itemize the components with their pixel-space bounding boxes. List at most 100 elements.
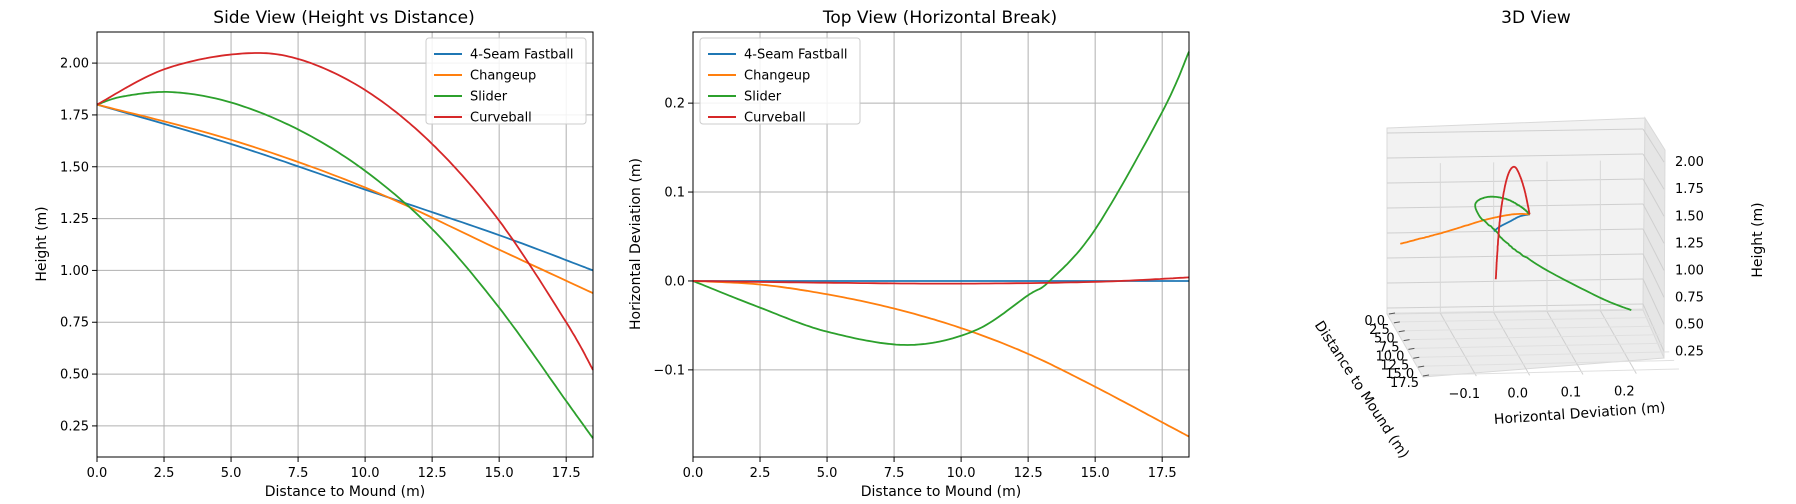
3d-series-line-4-seam-fastball bbox=[1493, 213, 1530, 233]
y-tick-label: 5.0 bbox=[1374, 332, 1395, 347]
z-tick-label: 1.00 bbox=[1675, 263, 1704, 278]
y-tick-mark bbox=[1393, 321, 1400, 324]
side-view-frame bbox=[96, 31, 594, 458]
y-tick-label: 0.2 bbox=[664, 97, 685, 112]
y-tick-label: 15.0 bbox=[1385, 367, 1414, 382]
grid-line-y bbox=[1428, 368, 1680, 376]
x-tick-label: −0.1 bbox=[1449, 387, 1481, 402]
x-tick-label: 5.0 bbox=[817, 466, 838, 481]
grid-line-y bbox=[1409, 334, 1660, 341]
y-tick-label: 12.5 bbox=[1380, 358, 1409, 373]
grid-line-z bbox=[1386, 128, 1644, 134]
legend-entry: Changeup bbox=[470, 69, 536, 84]
legend-entry: 4-Seam Fastball bbox=[744, 48, 848, 63]
grid-line-y bbox=[1424, 359, 1675, 367]
grid-line-y bbox=[1419, 351, 1670, 358]
3d-series bbox=[1400, 165, 1632, 312]
x-tick-label: 0.2 bbox=[1614, 385, 1635, 400]
y-tick-label: 1.50 bbox=[60, 160, 89, 175]
series-line-slider bbox=[96, 91, 594, 439]
x-tick-label: 5.0 bbox=[221, 466, 242, 481]
legend-entry: Changeup bbox=[744, 69, 810, 84]
top-view-ylabel: Horizontal Deviation (m) bbox=[628, 158, 644, 330]
grid-line-x bbox=[1493, 312, 1531, 376]
x-tick-label: 7.5 bbox=[884, 466, 905, 481]
series-line-curveball bbox=[693, 276, 1190, 285]
top-view-legend: 4-Seam Fastball Changeup Slider Curveball bbox=[699, 37, 861, 126]
grid-line-z-side bbox=[1642, 278, 1665, 325]
y-tick-label: 2.00 bbox=[60, 57, 89, 72]
z-tick-label: 0.75 bbox=[1675, 290, 1704, 305]
y-tick-mark bbox=[1418, 365, 1425, 368]
x-tick-label: 2.5 bbox=[154, 466, 175, 481]
3d-series-line-changeup bbox=[1400, 213, 1530, 245]
legend-entry: Slider bbox=[744, 90, 782, 105]
y-tick-label: 0.25 bbox=[60, 419, 89, 434]
side-view-series bbox=[96, 52, 594, 439]
legend-box bbox=[699, 37, 861, 125]
3d-view-chart: 3D View 0.25 0.50 0.75 1.00 1.25 1.50 1.75 2.00… bbox=[1311, 8, 1766, 461]
y-tick-mark bbox=[1403, 339, 1410, 342]
y-tick-label: −0.1 bbox=[653, 363, 685, 378]
x-tick-label: 15.0 bbox=[1081, 466, 1110, 481]
grid-line-x bbox=[1599, 310, 1637, 374]
z-tick-label: 0.25 bbox=[1675, 345, 1704, 360]
legend-entry: 4-Seam Fastball bbox=[470, 48, 574, 63]
grid-line-x bbox=[1546, 311, 1584, 375]
x-tick-label: 0.0 bbox=[683, 466, 704, 481]
z-tick-label: 1.75 bbox=[1675, 182, 1704, 197]
x-tick-label: 0.0 bbox=[87, 466, 108, 481]
grid-line-z-side bbox=[1642, 228, 1665, 271]
x-tick-label: 17.5 bbox=[1148, 466, 1177, 481]
x-tick-label: 12.5 bbox=[1014, 466, 1043, 481]
y-tick-label: 0.0 bbox=[664, 274, 685, 289]
z-tick-label: 1.25 bbox=[1675, 236, 1704, 251]
3d-view-title: 3D View bbox=[1501, 8, 1571, 28]
y-tick-label: 1.00 bbox=[60, 264, 89, 279]
side-view-ylabel: Height (m) bbox=[34, 206, 50, 281]
grid-line-y bbox=[1414, 342, 1665, 349]
y-tick-label: 7.5 bbox=[1379, 341, 1400, 356]
legend-entry: Curveball bbox=[744, 111, 806, 126]
x-tick-label: 10.0 bbox=[947, 466, 976, 481]
x-tick-label: 10.0 bbox=[351, 466, 380, 481]
top-view-xlabel: Distance to Mound (m) bbox=[861, 484, 1021, 500]
grid-line-z-side bbox=[1642, 203, 1665, 244]
y-tick-label: 10.0 bbox=[1375, 349, 1404, 364]
grid-line-y bbox=[1399, 317, 1650, 323]
y-tick-label: 0.0 bbox=[1364, 314, 1385, 329]
side-view-chart: Side View (Height vs Distance) 0.0 2.5 5.0… bbox=[34, 8, 594, 500]
top-view-ticks: 0.0 2.5 5.0 7.5 10.0 12.5 15.0 17.5 −0.1 0.0 0.1 0.… bbox=[653, 97, 1176, 481]
series-line-changeup bbox=[96, 103, 594, 295]
z-tick-label: 2.00 bbox=[1675, 155, 1704, 170]
y-tick-mark bbox=[1398, 330, 1405, 333]
3d-series-line-curveball bbox=[1494, 165, 1531, 280]
grid-line-z-side bbox=[1642, 178, 1665, 217]
side-view-ticks: 0.0 2.5 5.0 7.5 10.0 12.5 15.0 17.5 0.25 0.50 0.75… bbox=[60, 57, 581, 481]
series-line-slider bbox=[692, 51, 1190, 346]
y-tick-mark bbox=[1422, 374, 1430, 377]
y-tick-label: 17.5 bbox=[1390, 376, 1419, 391]
top-view-chart: Top View (Horizontal Break) 0.0 2.5 5.0 7.5… bbox=[628, 8, 1190, 500]
3d-ticks: 0.25 0.50 0.75 1.00 1.25 1.50 1.75 2.00 −0.1 0.0 0… bbox=[1364, 155, 1704, 402]
3d-zlabel: Height (m) bbox=[1750, 202, 1766, 277]
y-tick-label: 1.25 bbox=[60, 212, 89, 227]
grid-line-z-side bbox=[1642, 128, 1665, 163]
top-view-title: Top View (Horizontal Break) bbox=[822, 8, 1057, 28]
x-tick-label: 0.1 bbox=[1561, 386, 1582, 401]
y-tick-mark bbox=[1388, 312, 1396, 315]
series-line-changeup bbox=[693, 280, 1190, 438]
grid-line-y bbox=[1394, 308, 1646, 314]
x-tick-label: 12.5 bbox=[418, 466, 447, 481]
y-tick-label: 0.1 bbox=[664, 186, 685, 201]
z-tick-label: 0.50 bbox=[1675, 317, 1704, 332]
top-view-series bbox=[692, 51, 1190, 438]
3d-series-line-slider bbox=[1474, 195, 1632, 312]
side-view-xlabel: Distance to Mound (m) bbox=[265, 484, 425, 500]
x-tick-label: 2.5 bbox=[750, 466, 771, 481]
grid-line-z-side bbox=[1642, 153, 1665, 190]
x-tick-label: 15.0 bbox=[485, 466, 514, 481]
y-tick-label: 2.5 bbox=[1369, 323, 1390, 338]
legend-box bbox=[425, 37, 587, 125]
